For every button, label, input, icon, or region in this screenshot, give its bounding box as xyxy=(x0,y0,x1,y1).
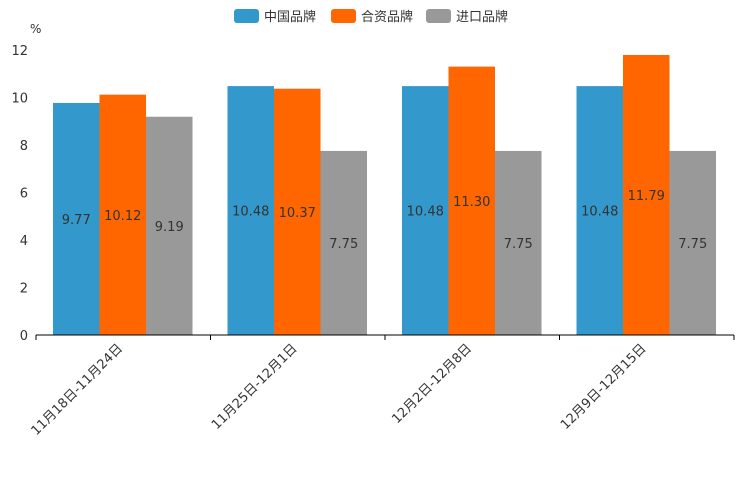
y-tick-label: 4 xyxy=(20,234,28,249)
bar xyxy=(495,150,542,335)
x-tick-label: 11月25日-12月1日 xyxy=(209,341,301,433)
data-label: 9.19 xyxy=(155,220,184,235)
y-axis-unit-label: % xyxy=(30,22,41,36)
data-label: 7.75 xyxy=(678,237,707,252)
bar xyxy=(402,86,449,335)
data-label: 7.75 xyxy=(329,237,358,252)
legend-swatch xyxy=(234,9,259,23)
bar xyxy=(53,102,100,336)
legend-label: 合资品牌 xyxy=(361,9,413,25)
data-label: 7.75 xyxy=(504,237,533,252)
data-label: 10.48 xyxy=(232,205,269,220)
data-label: 11.30 xyxy=(453,195,490,210)
bar xyxy=(448,66,495,335)
x-axis: 11月18日-11月24日 11月25日-12月1日 12月2日-12月8日 12月9… xyxy=(29,334,735,439)
y-axis: 0 2 4 6 8 10 12 xyxy=(11,44,28,344)
bar xyxy=(227,86,274,335)
data-label: 11.79 xyxy=(628,189,665,204)
y-tick-label: 8 xyxy=(20,139,28,154)
bars: 9.77 10.12 9.19 10.48 10.37 7.75 10.48 11.30 7.7… xyxy=(53,54,716,336)
x-tick-label: 12月9日-12月15日 xyxy=(558,341,650,433)
bar xyxy=(146,116,193,335)
x-tick-label: 12月2日-12月8日 xyxy=(389,341,475,427)
bar xyxy=(99,94,146,336)
x-tick-label: 11月18日-11月24日 xyxy=(29,341,126,438)
y-tick-label: 10 xyxy=(11,92,28,107)
y-tick-label: 0 xyxy=(20,329,28,344)
data-label: 10.37 xyxy=(279,206,316,221)
data-label: 9.77 xyxy=(62,213,91,228)
bar xyxy=(320,150,367,335)
bar xyxy=(576,86,623,335)
bar xyxy=(669,150,716,335)
legend-label: 中国品牌 xyxy=(264,9,316,25)
legend-label: 进口品牌 xyxy=(456,9,508,25)
bar xyxy=(623,54,670,336)
y-tick-label: 2 xyxy=(20,282,28,297)
legend-swatch xyxy=(331,9,356,23)
legend: 中国品牌 合资品牌 进口品牌 xyxy=(234,9,508,25)
legend-swatch xyxy=(426,9,451,23)
y-tick-label: 12 xyxy=(11,44,28,59)
y-tick-label: 6 xyxy=(20,187,28,202)
data-label: 10.12 xyxy=(104,209,141,224)
data-label: 10.48 xyxy=(581,205,618,220)
data-label: 10.48 xyxy=(407,205,444,220)
bar xyxy=(274,88,321,336)
